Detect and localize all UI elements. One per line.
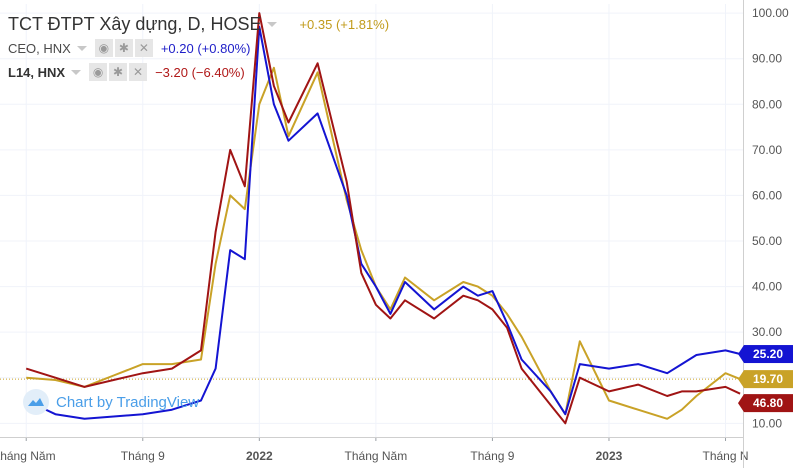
last-value-label: 46.80 <box>753 396 783 410</box>
main-series-title[interactable]: TCT ĐTPT Xây dựng, D, HOSE <box>8 13 262 34</box>
badge-pointer <box>738 345 744 364</box>
l14-series-line[interactable] <box>25 12 741 425</box>
y-tick-label: 70.00 <box>752 143 782 157</box>
y-tick-label: 90.00 <box>752 52 782 66</box>
x-tick-label: 2022 <box>246 449 273 463</box>
badge-pointer <box>738 394 744 413</box>
eye-icon[interactable]: ◉ <box>94 39 113 57</box>
l14-last-value-badge <box>744 394 793 413</box>
gear-icon[interactable]: ✱ <box>109 63 128 81</box>
close-icon[interactable]: ✕ <box>129 63 148 81</box>
y-tick-label: 30.00 <box>752 325 782 339</box>
last-value-label: 19.70 <box>753 372 783 386</box>
legend: TCT ĐTPT Xây dựng, D, HOSE +0.35 (+1.81%… <box>8 12 389 84</box>
x-tick-label: Tháng N <box>703 449 749 463</box>
y-tick-label: 50.00 <box>752 234 782 248</box>
x-tick-label: Tháng 9 <box>470 449 514 463</box>
ceo-last-value-badge <box>744 345 793 364</box>
ceo-change: +0.20 (+0.80%) <box>160 40 251 56</box>
x-tick-label: Tháng 9 <box>121 449 165 463</box>
x-tick-label: tháng Năm <box>0 449 56 463</box>
legend-main-row: TCT ĐTPT Xây dựng, D, HOSE +0.35 (+1.81%… <box>8 12 389 36</box>
main-last-value-badge <box>744 370 793 389</box>
chevron-down-icon[interactable] <box>76 45 87 51</box>
y-tick-label: 60.00 <box>752 188 782 202</box>
l14-change: −3.20 (−6.40%) <box>155 64 245 80</box>
legend-l14-row: L14, HNX ◉ ✱ ✕ −3.20 (−6.40%) <box>8 60 389 84</box>
x-tick-label: 2023 <box>596 449 623 463</box>
eye-icon[interactable]: ◉ <box>89 63 108 81</box>
chevron-down-icon[interactable] <box>267 21 278 27</box>
badge-pointer <box>738 370 744 389</box>
y-tick-label: 40.00 <box>752 280 782 294</box>
chevron-down-icon[interactable] <box>71 69 82 75</box>
last-value-label: 25.20 <box>753 347 783 361</box>
tradingview-cloud-icon <box>23 389 49 415</box>
main-series-line[interactable] <box>26 66 741 420</box>
gear-icon[interactable]: ✱ <box>114 39 133 57</box>
close-icon[interactable]: ✕ <box>134 39 153 57</box>
tradingview-watermark[interactable]: Chart by TradingView <box>22 388 199 416</box>
y-tick-label: 10.00 <box>752 416 782 430</box>
watermark-text: Chart by TradingView <box>56 393 200 411</box>
y-tick-label: 80.00 <box>752 97 782 111</box>
legend-ceo-row: CEO, HNX ◉ ✱ ✕ +0.20 (+0.80%) <box>8 36 389 60</box>
y-tick-label: 100.00 <box>752 6 789 20</box>
ceo-series-line[interactable] <box>25 25 741 420</box>
x-tick-label: Tháng Năm <box>345 449 408 463</box>
main-series-change: +0.35 (+1.81%) <box>299 16 390 32</box>
l14-symbol[interactable]: L14, HNX <box>8 64 66 80</box>
ceo-symbol[interactable]: CEO, HNX <box>8 40 71 56</box>
